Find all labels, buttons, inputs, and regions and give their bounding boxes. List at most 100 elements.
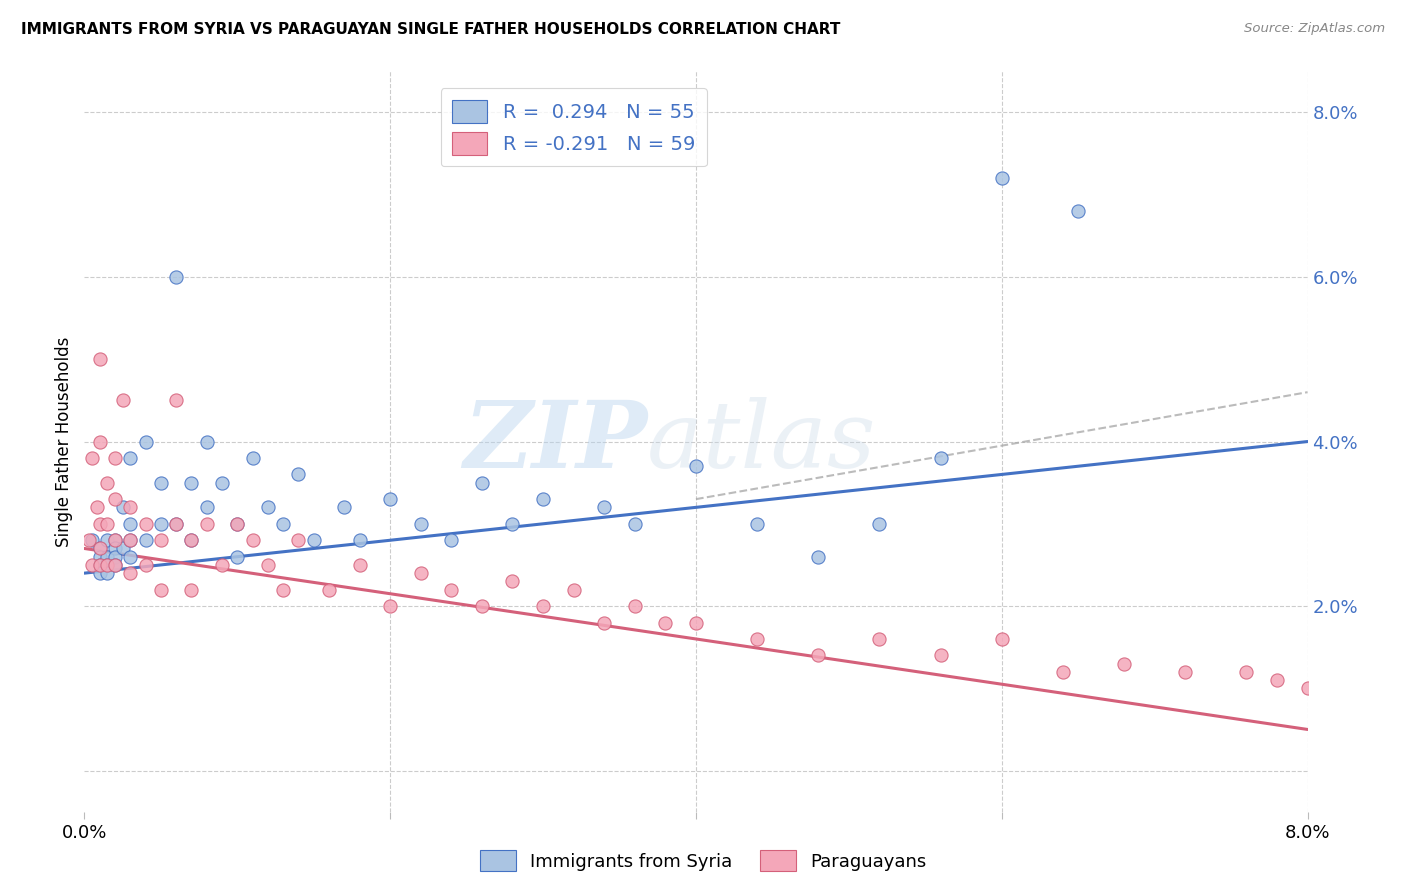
Point [302, 533, 325, 548]
Point [349, 533, 371, 548]
Point [180, 533, 202, 548]
Point [624, 516, 647, 531]
Point [211, 558, 233, 572]
Point [104, 450, 127, 465]
Point [104, 492, 127, 507]
Text: Source: ZipAtlas.com: Source: ZipAtlas.com [1244, 22, 1385, 36]
Point [380, 492, 402, 507]
Point [111, 393, 134, 408]
Point [1052, 665, 1074, 679]
Point [807, 549, 830, 564]
Point [77, 533, 100, 548]
Point [1174, 665, 1197, 679]
Point [96, 533, 118, 548]
Point [747, 632, 769, 646]
Point [380, 599, 402, 613]
Point [120, 566, 142, 581]
Point [120, 533, 142, 548]
Point [120, 533, 142, 548]
Point [120, 516, 142, 531]
Point [89, 558, 111, 572]
Point [593, 615, 616, 630]
Point [226, 516, 249, 531]
Point [195, 500, 218, 515]
Point [135, 434, 157, 449]
Point [89, 566, 111, 581]
Point [502, 516, 524, 531]
Point [562, 582, 585, 597]
Point [180, 533, 202, 548]
Point [89, 541, 111, 556]
Point [104, 533, 127, 548]
Point [80, 558, 103, 572]
Point [1265, 673, 1288, 687]
Point [195, 434, 218, 449]
Point [531, 492, 554, 507]
Point [120, 450, 142, 465]
Point [165, 393, 187, 408]
Point [471, 599, 494, 613]
Point [104, 558, 127, 572]
Point [531, 599, 554, 613]
Point [929, 450, 952, 465]
Point [1296, 681, 1319, 696]
Point [685, 615, 707, 630]
Point [271, 516, 294, 531]
Point [149, 533, 172, 548]
Point [440, 533, 463, 548]
Point [593, 500, 616, 515]
Point [242, 533, 264, 548]
Point [807, 648, 830, 663]
Point [96, 549, 118, 564]
Point [104, 549, 127, 564]
Point [1236, 665, 1258, 679]
Point [226, 549, 249, 564]
Point [96, 516, 118, 531]
Text: ZIP: ZIP [463, 397, 647, 486]
Point [111, 541, 134, 556]
Point [86, 500, 108, 515]
Point [80, 533, 103, 548]
Text: atlas: atlas [647, 397, 876, 486]
Point [135, 516, 157, 531]
Point [929, 648, 952, 663]
Point [195, 516, 218, 531]
Point [409, 516, 432, 531]
Point [104, 558, 127, 572]
Point [96, 566, 118, 581]
Point [104, 541, 127, 556]
Point [111, 500, 134, 515]
Point [747, 516, 769, 531]
Point [96, 558, 118, 572]
Y-axis label: Single Father Households: Single Father Households [55, 336, 73, 547]
Point [349, 558, 371, 572]
Point [211, 475, 233, 490]
Point [165, 516, 187, 531]
Point [869, 516, 891, 531]
Point [89, 541, 111, 556]
Point [991, 632, 1014, 646]
Point [120, 500, 142, 515]
Point [135, 533, 157, 548]
Text: IMMIGRANTS FROM SYRIA VS PARAGUAYAN SINGLE FATHER HOUSEHOLDS CORRELATION CHART: IMMIGRANTS FROM SYRIA VS PARAGUAYAN SING… [21, 22, 841, 37]
Point [180, 582, 202, 597]
Point [318, 582, 340, 597]
Point [89, 516, 111, 531]
Legend: Immigrants from Syria, Paraguayans: Immigrants from Syria, Paraguayans [472, 843, 934, 879]
Point [89, 558, 111, 572]
Legend: R =  0.294   N = 55, R = -0.291   N = 59: R = 0.294 N = 55, R = -0.291 N = 59 [440, 88, 707, 167]
Point [1114, 657, 1136, 671]
Point [165, 516, 187, 531]
Point [1067, 204, 1090, 219]
Point [89, 549, 111, 564]
Point [654, 615, 676, 630]
Point [271, 582, 294, 597]
Point [471, 475, 494, 490]
Point [869, 632, 891, 646]
Point [624, 599, 647, 613]
Point [242, 450, 264, 465]
Point [257, 558, 280, 572]
Point [149, 516, 172, 531]
Point [991, 171, 1014, 186]
Point [502, 574, 524, 589]
